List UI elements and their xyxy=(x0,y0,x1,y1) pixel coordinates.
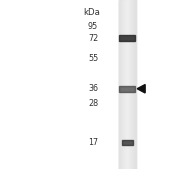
Polygon shape xyxy=(137,84,145,93)
Bar xyxy=(126,0,127,169)
Bar xyxy=(132,0,133,169)
Bar xyxy=(124,0,125,169)
Bar xyxy=(123,0,124,169)
Bar xyxy=(128,0,129,169)
Bar xyxy=(122,140,133,145)
Text: 17: 17 xyxy=(88,138,98,147)
Text: 72: 72 xyxy=(88,33,98,43)
Text: kDa: kDa xyxy=(83,8,100,17)
Bar xyxy=(134,0,135,169)
Bar xyxy=(120,0,121,169)
Bar xyxy=(125,0,126,169)
Bar xyxy=(119,86,135,92)
Text: 36: 36 xyxy=(88,84,98,93)
Bar xyxy=(133,0,134,169)
Bar xyxy=(122,0,123,169)
Bar xyxy=(119,0,120,169)
Text: 95: 95 xyxy=(88,22,98,31)
Bar xyxy=(131,0,132,169)
Bar xyxy=(135,0,136,169)
Text: 28: 28 xyxy=(88,99,98,108)
Bar xyxy=(127,0,128,169)
Bar xyxy=(130,0,131,169)
Bar xyxy=(121,0,122,169)
Text: 55: 55 xyxy=(88,54,98,63)
Bar xyxy=(119,35,135,41)
Bar xyxy=(129,0,130,169)
